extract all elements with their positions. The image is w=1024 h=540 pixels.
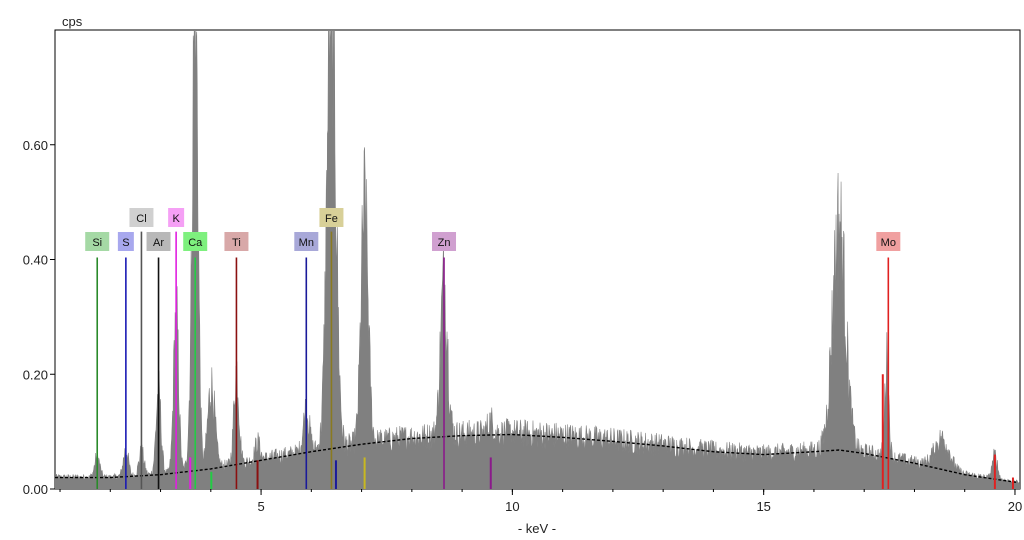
element-label-s: S — [122, 237, 129, 249]
element-label-bg-fe — [319, 208, 344, 227]
y-axis-unit-label: cps — [62, 14, 83, 29]
element-label-bg-k — [168, 208, 185, 227]
y-tick-label-3: 0.60 — [23, 138, 48, 153]
element-label-bg-si — [85, 232, 110, 251]
element-label-mn: Mn — [299, 237, 314, 249]
background-curve — [55, 433, 1018, 483]
y-tick-label-0: 0.00 — [23, 482, 48, 497]
element-label-bg-zn — [432, 232, 457, 251]
x-axis-title: - keV - — [518, 521, 556, 536]
element-label-bg-mo — [876, 232, 901, 251]
element-label-ar: Ar — [153, 237, 164, 249]
element-label-bg-ar — [146, 232, 171, 251]
x-tick-label-15: 15 — [756, 499, 770, 514]
y-tick-label-2: 0.40 — [23, 253, 48, 268]
element-label-ti: Ti — [232, 237, 241, 249]
element-label-fe: Fe — [325, 213, 338, 225]
x-tick-label-20: 20 — [1008, 499, 1022, 514]
element-label-bg-ca — [183, 232, 208, 251]
element-label-cl: Cl — [136, 213, 146, 225]
element-label-mo: Mo — [881, 237, 896, 249]
plot-area: Si S Cl Ar K Ca Ti Mn Fe Zn Mo 5 10 15 20 0.00 0.20 0.40 0… — [23, 29, 1022, 514]
element-label-bg-mn — [294, 232, 319, 251]
element-label-bg-ti — [224, 232, 249, 251]
x-tick-label-10: 10 — [505, 499, 519, 514]
element-label-ca: Ca — [188, 237, 203, 249]
element-label-zn: Zn — [438, 237, 451, 249]
y-tick-label-1: 0.20 — [23, 367, 48, 382]
element-label-bg-s — [117, 232, 134, 251]
element-label-bg-cl — [129, 208, 154, 227]
spectrum-area — [55, 30, 1020, 489]
element-label-si: Si — [92, 237, 102, 249]
x-tick-label-5: 5 — [257, 499, 264, 514]
plot-frame — [54, 29, 1021, 490]
element-label-k: K — [172, 213, 180, 225]
